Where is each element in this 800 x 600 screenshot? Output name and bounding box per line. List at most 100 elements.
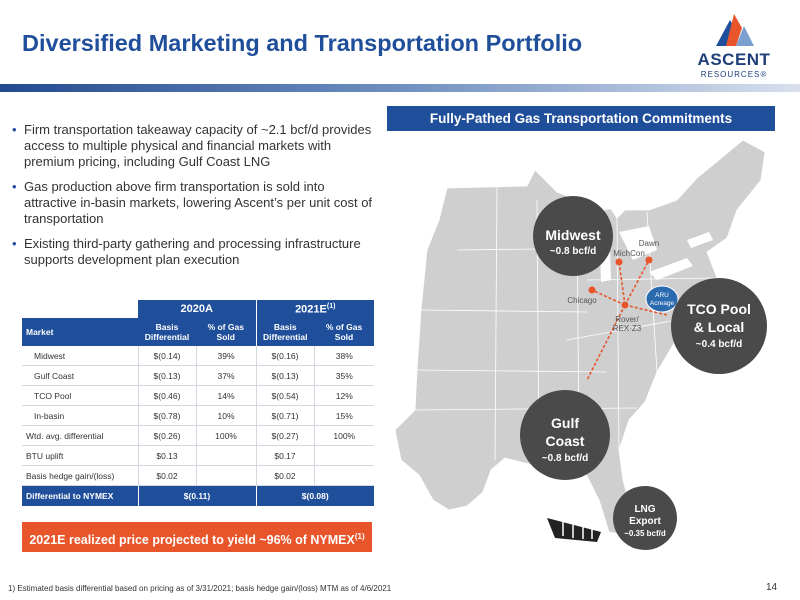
aru-acreage-marker <box>645 285 679 313</box>
title-rule <box>0 84 800 92</box>
ascent-logo: ASCENT RESOURCES® <box>688 12 780 82</box>
pct-2021-cell <box>313 465 374 486</box>
basis-2021-cell: $(0.54) <box>255 385 314 406</box>
year-header-2020: 2020A <box>138 300 256 318</box>
midwest-value: ~0.8 bcf/d <box>550 246 596 257</box>
table-corner <box>22 300 138 318</box>
year-header-2021: 2021E(1) <box>255 300 374 318</box>
footer-2021-value: $(0.08) <box>255 485 374 506</box>
pct-2021-cell: 35% <box>313 365 374 386</box>
basis-2020-cell: $(0.46) <box>137 385 196 406</box>
realized-price-callout: 2021E realized price projected to yield … <box>22 522 372 552</box>
chicago-hub-icon <box>588 286 596 294</box>
great-lakes <box>567 194 713 282</box>
market-cell: TCO Pool <box>22 385 138 406</box>
pct-2020-cell: 100% <box>195 425 256 446</box>
basis-2021-cell: $(0.16) <box>255 346 314 366</box>
table-row: Wtd. avg. differential $(0.26) 100% $(0.… <box>22 425 374 446</box>
basis-2020-cell: $0.02 <box>137 465 196 486</box>
eastern-us-map: Dawn MichCon Chicago Rover/ REX-Z3 ARU A… <box>394 140 767 550</box>
basis-2021-cell: $0.02 <box>255 465 314 486</box>
lng-export-bubble <box>613 486 677 550</box>
pct-2020-cell: 37% <box>195 365 256 386</box>
gulf-coast-bubble <box>520 390 610 480</box>
col-header-basis-2020: Basis Differential <box>138 318 196 346</box>
lng-line-1: LNG <box>634 504 655 515</box>
market-cell: Wtd. avg. differential <box>22 425 138 446</box>
pct-2021-cell: 15% <box>313 405 374 426</box>
footer-label: Differential to NYMEX <box>22 485 138 506</box>
col-header-market: Market <box>22 318 138 346</box>
footnote: 1) Estimated basis differential based on… <box>8 584 392 593</box>
pct-2021-cell: 38% <box>313 346 374 366</box>
col-header-pct-2021: % of Gas Sold <box>314 318 374 346</box>
bullet-item: Firm transportation takeaway capacity of… <box>12 122 374 170</box>
pct-2020-cell <box>195 445 256 466</box>
rover-label-2: REX-Z3 <box>613 324 642 333</box>
michcon-hub-icon <box>615 258 623 266</box>
michcon-label: MichCon <box>613 249 645 258</box>
pct-2021-cell <box>313 445 374 466</box>
transport-routes <box>586 259 668 381</box>
rover-hub-icon <box>621 301 629 309</box>
market-cell: Gulf Coast <box>22 365 138 386</box>
basis-differential-table: 2020A 2021E(1) Market Basis Differential … <box>22 300 374 506</box>
chicago-label: Chicago <box>567 296 597 305</box>
page-title: Diversified Marketing and Transportation… <box>22 30 583 56</box>
gulf-line-2: Coast <box>546 433 585 449</box>
lng-tanker-icon <box>547 518 601 542</box>
logo-subtitle: RESOURCES® <box>700 70 768 79</box>
market-cell: BTU uplift <box>22 445 138 466</box>
page-number: 14 <box>766 582 778 593</box>
tco-line-2: & Local <box>694 319 745 335</box>
basis-2020-cell: $(0.14) <box>137 346 196 366</box>
tco-pool-bubble <box>671 278 767 374</box>
tco-value: ~0.4 bcf/d <box>696 339 742 350</box>
basis-2020-cell: $(0.26) <box>137 425 196 446</box>
market-cell: In-basin <box>22 405 138 426</box>
key-points-list: Firm transportation takeaway capacity of… <box>12 122 374 277</box>
aru-label-2: Acreage <box>650 300 675 307</box>
col-header-pct-2020: % of Gas Sold <box>196 318 256 346</box>
market-cell: Basis hedge gain/(loss) <box>22 465 138 486</box>
table-footer-row: Differential to NYMEX $(0.11) $(0.08) <box>22 485 374 506</box>
pct-2020-cell: 10% <box>195 405 256 426</box>
lng-line-2: Export <box>629 516 661 527</box>
table-row: In-basin $(0.78) 10% $(0.71) 15% <box>22 405 374 426</box>
dawn-label: Dawn <box>639 239 659 248</box>
basis-2021-cell: $(0.71) <box>255 405 314 426</box>
bullet-item: Gas production above firm transportation… <box>12 179 374 227</box>
ascent-mountain-icon <box>716 14 754 46</box>
map-header: Fully-Pathed Gas Transportation Commitme… <box>387 106 775 131</box>
bullet-item: Existing third-party gathering and proce… <box>12 236 374 268</box>
table-row: TCO Pool $(0.46) 14% $(0.54) 12% <box>22 385 374 406</box>
basis-2020-cell: $(0.13) <box>137 365 196 386</box>
midwest-bubble <box>533 196 613 276</box>
basis-2021-cell: $(0.13) <box>255 365 314 386</box>
pct-2020-cell: 14% <box>195 385 256 406</box>
table-row: Gulf Coast $(0.13) 37% $(0.13) 35% <box>22 365 374 386</box>
basis-2020-cell: $0.13 <box>137 445 196 466</box>
table-row: Basis hedge gain/(loss) $0.02 $0.02 <box>22 465 374 486</box>
col-header-basis-2021: Basis Differential <box>255 318 314 346</box>
logo-wordmark: ASCENT <box>697 50 771 69</box>
gulf-value: ~0.8 bcf/d <box>542 453 588 464</box>
pct-2020-cell: 39% <box>195 346 256 366</box>
gulf-line-1: Gulf <box>551 415 579 431</box>
rover-label-1: Rover/ <box>615 315 639 324</box>
aru-label-1: ARU <box>655 292 669 299</box>
pct-2021-cell: 12% <box>313 385 374 406</box>
midwest-name: Midwest <box>545 227 601 243</box>
basis-2021-cell: $0.17 <box>255 445 314 466</box>
dawn-hub-icon <box>645 256 653 264</box>
lng-value: ~0.35 bcf/d <box>624 529 666 538</box>
tco-line-1: TCO Pool <box>687 301 751 317</box>
table-row: BTU uplift $0.13 $0.17 <box>22 445 374 466</box>
pct-2020-cell <box>195 465 256 486</box>
pct-2021-cell: 100% <box>313 425 374 446</box>
table-row: Midwest $(0.14) 39% $(0.16) 38% <box>22 346 374 366</box>
basis-2020-cell: $(0.78) <box>137 405 196 426</box>
basis-2021-cell: $(0.27) <box>255 425 314 446</box>
market-cell: Midwest <box>22 346 138 366</box>
footer-2020-value: $(0.11) <box>137 485 256 506</box>
